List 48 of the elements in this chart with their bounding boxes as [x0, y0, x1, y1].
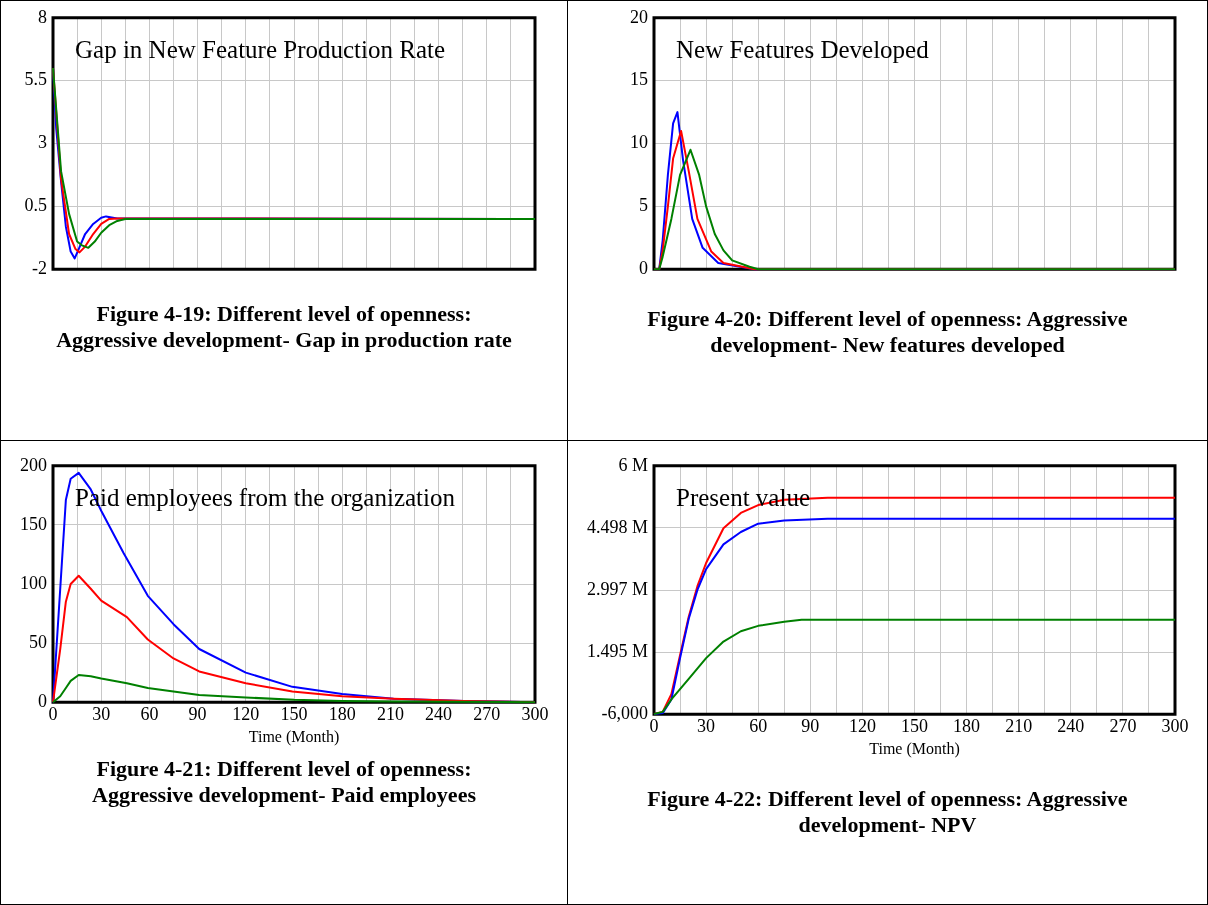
y-tick-label: 3: [38, 132, 47, 153]
x-tick-label: 120: [232, 703, 260, 724]
x-tick-label: 120: [848, 715, 876, 736]
text: New Features Developed: [676, 35, 930, 63]
x-tick-label: 240: [1057, 715, 1085, 736]
x-tick-label: 30: [697, 715, 716, 736]
y-tick-label: 5.5: [24, 69, 47, 90]
y-tick-label: 4.498 M: [586, 516, 648, 537]
x-tick-label: 210: [1005, 715, 1033, 736]
text: Gap in New Feature Production Rate: [75, 35, 446, 63]
x-tick-label: 30: [92, 703, 111, 724]
y-tick-label: 100: [20, 572, 47, 593]
x-tick-label: 180: [953, 715, 981, 736]
x-tick-label: 90: [801, 715, 820, 736]
y-tick-label: 200: [20, 454, 47, 475]
x-tick-label: 60: [749, 715, 768, 736]
x-tick-label: 150: [280, 703, 308, 724]
y-tick-label: -2: [32, 257, 47, 278]
x-axis-title: Time (Month): [869, 739, 960, 758]
y-tick-label: 150: [20, 513, 47, 534]
x-tick-label: 60: [140, 703, 159, 724]
x-tick-label: 180: [328, 703, 356, 724]
x-tick-label: 150: [901, 715, 928, 736]
y-tick-label: 10: [630, 132, 648, 153]
x-tick-label: 270: [473, 703, 501, 724]
x-tick-label: 240: [425, 703, 453, 724]
y-tick-label: 5: [639, 195, 648, 216]
y-tick-label: 2.997 M: [586, 578, 648, 599]
y-tick-label: 8: [38, 6, 47, 27]
caption: Figure 4-19: Different level of openness: Aggressive development- Gap in production rate: [55, 301, 513, 353]
x-tick-label: 210: [376, 703, 404, 724]
x-tick-label: 90: [188, 703, 207, 724]
y-tick-label: 15: [630, 69, 648, 90]
caption: Figure 4-20: Different level of openness: Aggressive development- New features developed: [646, 306, 1129, 358]
y-tick-label: 50: [29, 631, 47, 652]
y-tick-label: 0: [639, 257, 648, 278]
caption: Figure 4-21: Different level of openness: Aggressive development- Paid employees: [91, 756, 477, 808]
y-tick-label: 6 M: [618, 454, 648, 475]
y-tick-label: -6,000: [601, 702, 648, 723]
x-tick-label: 270: [1109, 715, 1137, 736]
x-tick-label: 300: [1161, 715, 1189, 736]
y-tick-label: 1.495 M: [586, 640, 648, 661]
y-tick-label: 0.5: [24, 195, 47, 216]
y-tick-label: 0: [38, 690, 47, 711]
x-axis-title: Time (Month): [248, 727, 340, 746]
caption: Figure 4-22: Different level of openness: Aggressive development- NPV: [646, 786, 1129, 838]
y-tick-label: 20: [630, 6, 648, 27]
x-tick-label: 300: [521, 703, 549, 724]
